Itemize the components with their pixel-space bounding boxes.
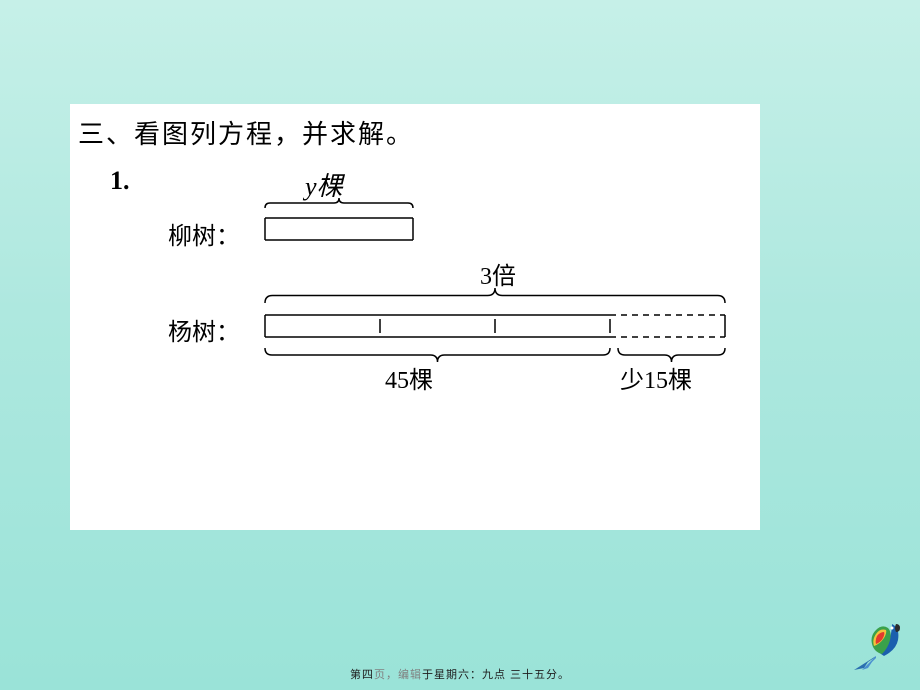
footer-text: 第四页，编辑于星期六：九点 三十五分。 bbox=[0, 666, 920, 682]
content-panel: 三、看图列方程，并求解。 1. y棵 柳树： 杨树： 3倍 45棵 少15棵 bbox=[70, 104, 760, 530]
answer-mask-1 bbox=[142, 402, 352, 450]
parrot-icon bbox=[846, 610, 910, 674]
footer-seg-1: 第四 bbox=[350, 669, 374, 681]
answer-mask-2 bbox=[108, 456, 318, 504]
footer-seg-2: 页，编辑 bbox=[374, 669, 422, 681]
footer-seg-3: 于星期六：九点 三十五分。 bbox=[422, 669, 570, 681]
